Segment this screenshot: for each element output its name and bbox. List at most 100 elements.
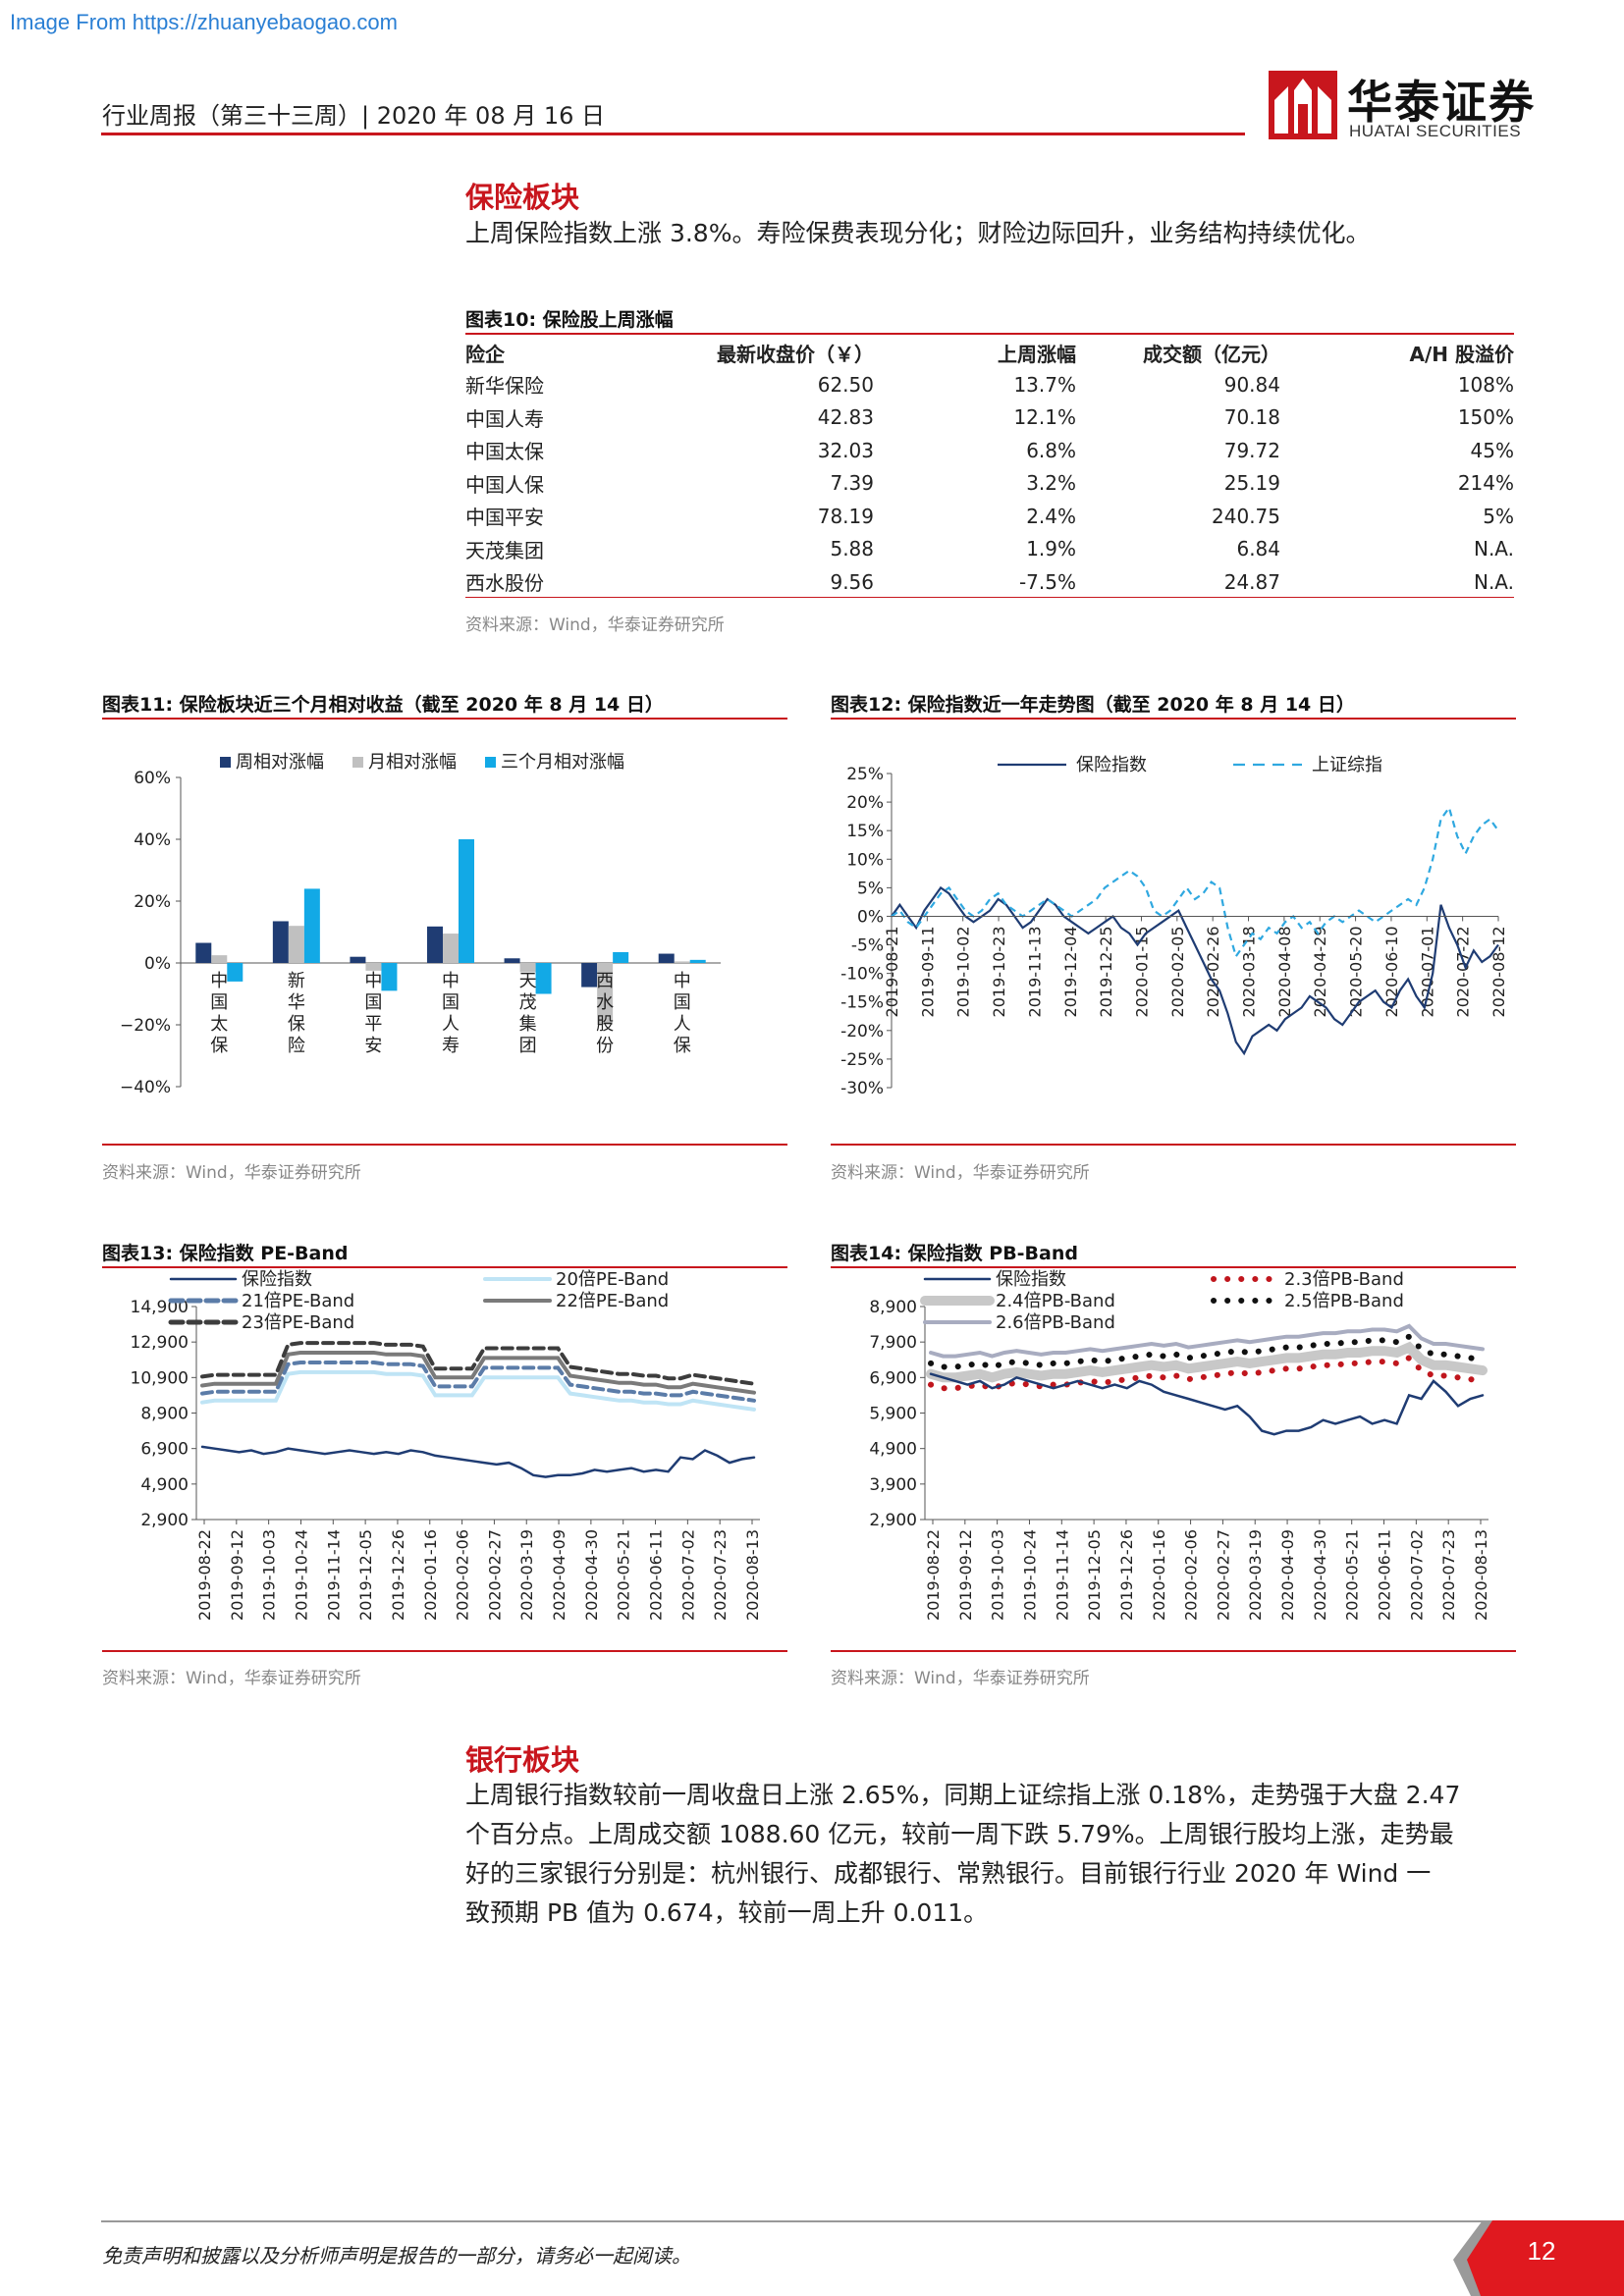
huatai-logo-icon xyxy=(1269,71,1337,139)
table-cell: 24.87 xyxy=(1223,569,1280,594)
x-tick-label: 2020-01-15 xyxy=(1132,926,1151,1017)
legend-label: 2.4倍PB-Band xyxy=(996,1291,1115,1311)
legend-label: 22倍PE-Band xyxy=(556,1291,669,1311)
y-tick-label: 0% xyxy=(857,907,884,927)
report-header-title: 行业周报（第三十三周）| 2020 年 08 月 16 日 xyxy=(102,102,606,130)
legend-label: 月相对涨幅 xyxy=(368,752,457,773)
bank-paragraph-line: 个百分点。上周成交额 1088.60 亿元，较前一周下跌 5.79%。上周银行股… xyxy=(465,1820,1454,1848)
x-category-label: 太 xyxy=(210,1014,228,1035)
table-row: 西水股份 9.56 -7.5% 24.87 N.A. xyxy=(465,565,1514,599)
table10-title: 图表10: 保险股上周涨幅 xyxy=(465,309,674,331)
x-tick-label: 2020-08-12 xyxy=(1489,926,1508,1017)
fig11-top-rule xyxy=(102,718,787,720)
legend-label: 21倍PE-Band xyxy=(242,1291,354,1311)
x-tick-label: 2019-11-14 xyxy=(1053,1529,1071,1621)
legend-label: 2.5倍PB-Band xyxy=(1284,1291,1404,1311)
y-tick-label: 4,900 xyxy=(140,1475,189,1495)
y-tick-label: 8,900 xyxy=(140,1405,189,1424)
table-header-row: 险企 最新收盘价（￥） 上周涨幅 成交额（亿元） A/H 股溢价 xyxy=(465,337,1514,368)
table-cell: 62.50 xyxy=(817,372,874,397)
x-tick-label: 2019-10-03 xyxy=(260,1529,279,1621)
fig12-title: 图表12: 保险指数近一年走势图（截至 2020 年 8 月 14 日） xyxy=(831,694,1355,716)
x-tick-label: 2020-02-27 xyxy=(1214,1529,1232,1621)
legend-label: 三个月相对涨幅 xyxy=(501,752,624,773)
table10-bottom-rule xyxy=(465,597,1514,598)
fig14-bottom-rule xyxy=(831,1650,1516,1652)
y-tick-label: -10% xyxy=(840,965,884,985)
x-tick-label: 2019-10-23 xyxy=(990,926,1008,1017)
table-cell: 150% xyxy=(1457,405,1514,430)
table-cell: 13.7% xyxy=(1013,372,1076,397)
band-line xyxy=(929,1323,1485,1359)
table-row: 中国人保 7.39 3.2% 25.19 214% xyxy=(465,467,1514,501)
fig12-line-chart: 25% 20% 15% 10% 5% 0% -5% -10% -15% -20% -25% -30% 2… xyxy=(840,755,1508,1098)
insurance-section-title: 保险板块 xyxy=(465,181,580,214)
x-tick-label: 2019-09-12 xyxy=(956,1529,975,1621)
bar xyxy=(674,961,690,963)
x-tick-label: 2020-07-02 xyxy=(1407,1529,1426,1621)
x-tick-label: 2020-06-11 xyxy=(1376,1529,1394,1621)
x-category-label: 寿 xyxy=(442,1036,460,1056)
x-category-label: 股 xyxy=(596,1014,614,1035)
bar xyxy=(211,955,228,963)
x-tick-label: 2020-07-01 xyxy=(1418,926,1436,1017)
insurance-summary: 上周保险指数上涨 3.8%。寿险保费表现分化；财险边际回升，业务结构持续优化。 xyxy=(465,219,1371,247)
bar xyxy=(288,926,304,963)
table-cell: 90.84 xyxy=(1223,372,1280,397)
x-category-label: 国 xyxy=(210,992,228,1013)
table-cell: 中国平安 xyxy=(465,506,544,530)
band-line xyxy=(926,1341,1488,1383)
legend-label: 周相对涨幅 xyxy=(236,752,324,773)
bar xyxy=(427,926,443,963)
y-tick-label: 40% xyxy=(134,830,171,850)
bar xyxy=(519,963,536,973)
table-cell: 3.2% xyxy=(1026,471,1076,496)
x-category-label: 份 xyxy=(596,1036,614,1056)
column-header: 成交额（亿元） xyxy=(1143,342,1280,366)
table-cell: 5.88 xyxy=(830,537,874,561)
x-tick-label: 2020-07-22 xyxy=(1454,926,1473,1017)
bank-paragraph-line: 致预期 PB 值为 0.674，较前一周上升 0.011。 xyxy=(465,1898,989,1927)
fig13-pe-band-chart: 14,90012,90010,9008,9006,9004,9002,90020… xyxy=(131,1269,762,1621)
page-number-tab xyxy=(1453,2220,1624,2296)
x-category-label: 保 xyxy=(288,1014,305,1035)
table-cell: 中国人寿 xyxy=(465,406,544,431)
y-tick-label: 25% xyxy=(846,765,884,784)
table-cell: 2.4% xyxy=(1026,504,1076,528)
x-category-label: 团 xyxy=(519,1036,537,1056)
y-tick-label: 60% xyxy=(134,769,171,788)
x-tick-label: 2020-04-09 xyxy=(550,1529,568,1621)
logo-english-name: HUATAI SECURITIES xyxy=(1349,122,1522,140)
band-line xyxy=(200,1341,756,1386)
x-category-label: 险 xyxy=(288,1036,305,1056)
y-tick-label: −40% xyxy=(120,1078,171,1097)
series-line xyxy=(891,885,1499,1056)
bank-paragraph-line: 好的三家银行分别是：杭州银行、成都银行、常熟银行。目前银行行业 2020 年 W… xyxy=(465,1859,1432,1888)
bank-paragraph: 上周银行指数较前一周收盘日上涨 2.65%，同期上证综指上涨 0.18%，走势强… xyxy=(465,1776,1526,1933)
x-tick-label: 2019-10-03 xyxy=(989,1529,1007,1621)
band-line xyxy=(929,1372,1485,1436)
series-line xyxy=(891,805,1499,959)
band-line xyxy=(200,1351,756,1395)
fig13-top-rule xyxy=(102,1266,787,1268)
x-category-label: 中 xyxy=(364,971,382,991)
y-tick-label: 5,900 xyxy=(869,1405,917,1424)
x-category-label: 中 xyxy=(210,971,228,991)
table-cell: 9.56 xyxy=(830,569,874,594)
bank-paragraph-line: 上周银行指数较前一周收盘日上涨 2.65%，同期上证综指上涨 0.18%，走势强… xyxy=(465,1781,1461,1809)
x-tick-label: 2019-08-22 xyxy=(195,1529,214,1621)
x-tick-label: 2020-02-06 xyxy=(454,1529,472,1621)
x-category-label: 保 xyxy=(210,1036,228,1056)
legend-swatch xyxy=(352,757,363,768)
footer-disclaimer: 免责声明和披露以及分析师声明是报告的一部分，请务必一起阅读。 xyxy=(102,2244,691,2268)
table-cell: 12.1% xyxy=(1013,405,1076,430)
column-header: 险企 xyxy=(465,342,505,366)
y-tick-label: 15% xyxy=(846,822,884,841)
x-category-label: 中 xyxy=(442,971,460,991)
y-tick-label: 20% xyxy=(134,892,171,912)
x-category-label: 西 xyxy=(596,971,614,991)
bar xyxy=(227,963,244,982)
y-tick-label: 20% xyxy=(846,793,884,813)
x-tick-label: 2020-04-30 xyxy=(582,1529,601,1621)
band-line xyxy=(200,1445,756,1478)
